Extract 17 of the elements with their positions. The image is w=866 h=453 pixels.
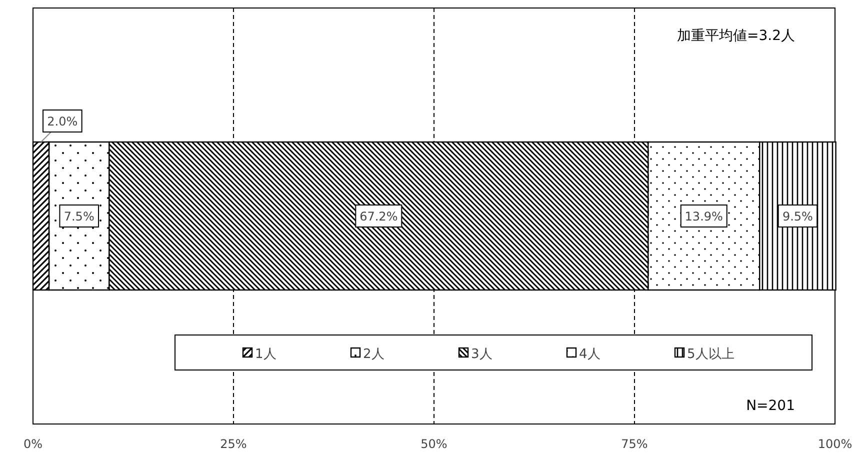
x-tick-label: 0% xyxy=(23,437,43,451)
x-tick-label: 100% xyxy=(818,437,852,451)
annotation: 加重平均値=3.2人 xyxy=(677,28,795,44)
data-label: 7.5% xyxy=(64,210,94,224)
x-tick-label: 75% xyxy=(621,437,648,451)
legend-label: 1人 xyxy=(255,347,276,362)
legend-label: 5人以上 xyxy=(687,347,734,362)
x-tick-label: 50% xyxy=(420,437,448,451)
data-label: 67.2% xyxy=(360,210,398,224)
legend-label: 2人 xyxy=(363,347,384,362)
legend-label: 4人 xyxy=(579,347,600,362)
annotation: N=201 xyxy=(746,398,795,414)
data-label: 2.0% xyxy=(47,114,78,128)
legend-label: 3人 xyxy=(471,347,492,362)
data-label: 13.9% xyxy=(684,210,723,224)
x-tick-label: 25% xyxy=(220,437,247,451)
data-label: 9.5% xyxy=(782,210,813,224)
